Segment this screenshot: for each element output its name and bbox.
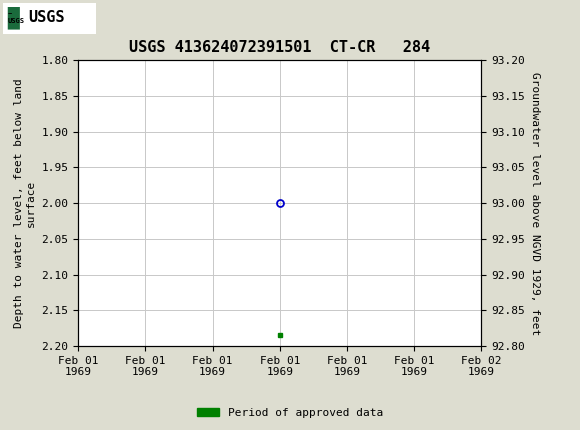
Title: USGS 413624072391501  CT-CR   284: USGS 413624072391501 CT-CR 284 (129, 40, 430, 55)
Text: ~
USGS: ~ USGS (8, 11, 24, 24)
Y-axis label: Depth to water level, feet below land
surface: Depth to water level, feet below land su… (14, 78, 36, 328)
Legend: Period of approved data: Period of approved data (193, 403, 387, 422)
Text: USGS: USGS (28, 10, 64, 25)
Y-axis label: Groundwater level above NGVD 1929, feet: Groundwater level above NGVD 1929, feet (531, 71, 541, 335)
Bar (3, 3, 96, 34)
Text: █: █ (7, 6, 19, 29)
